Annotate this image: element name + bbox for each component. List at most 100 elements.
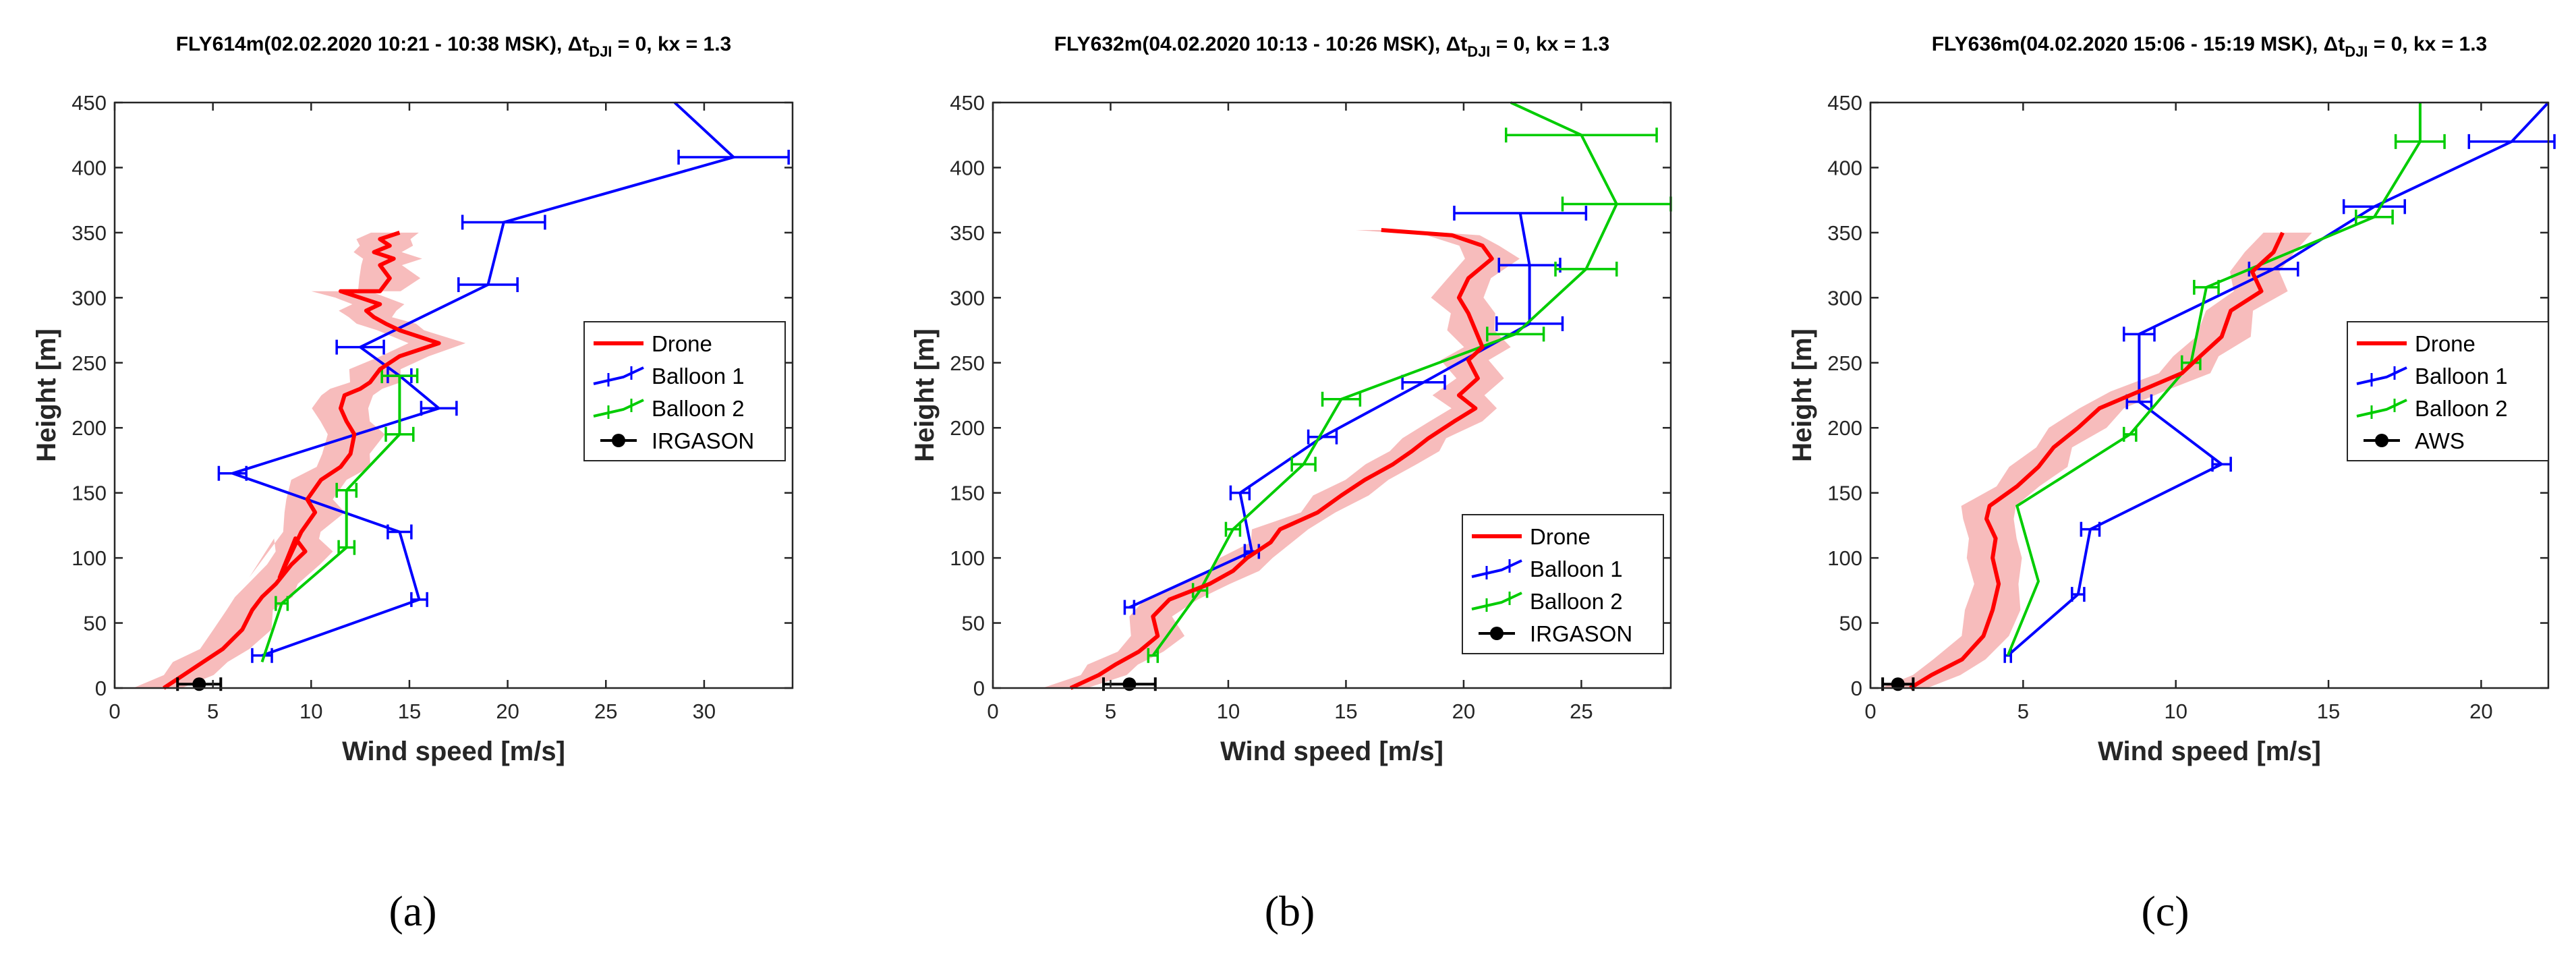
series-line-balloon2 (260, 376, 401, 663)
y-tick-label: 0 (1851, 677, 1862, 700)
y-tick-label: 450 (950, 91, 985, 115)
y-tick-label: 450 (1827, 91, 1862, 115)
legend-entry-balloon1: Balloon 1 (2356, 364, 2508, 389)
x-tick-label: 20 (2469, 700, 2492, 723)
legend-label-drone: Drone (1530, 524, 1591, 549)
chart-title-subscript: DJI (589, 43, 612, 60)
series-balloon1 (217, 101, 790, 663)
legend-label-ground: AWS (2415, 428, 2465, 453)
legend-entry-balloon1: Balloon 1 (1471, 557, 1623, 581)
drone-uncertainty-band (1881, 232, 2312, 688)
series-balloon1 (1123, 205, 1588, 615)
axes-box (992, 101, 1672, 689)
legend-swatch-balloon2 (1471, 592, 1522, 610)
y-axis-label: Height [m] (1787, 329, 1817, 462)
legend-swatch-balloon2 (593, 399, 644, 418)
chart-panel-1: FLY614m(02.02.2020 10:21 - 10:38 MSK), Δ… (32, 33, 794, 766)
x-tick-label: 15 (398, 700, 421, 723)
chart-title-symbol: Δt (1446, 33, 1468, 55)
x-tick-label: 10 (1217, 700, 1240, 723)
legend-swatch-balloon1 (2356, 366, 2407, 385)
legend: Drone Balloon 1 Balloon 2 IRGASON (1462, 514, 1664, 654)
y-tick-label: 350 (950, 221, 985, 245)
x-tick-label: 30 (693, 700, 716, 723)
panel-label-b: (b) (1265, 887, 1315, 935)
x-tick-label: 0 (109, 700, 120, 723)
x-tick-label: 5 (1105, 700, 1116, 723)
x-tick-label: 10 (299, 700, 322, 723)
x-axis-label: Wind speed [m/s] (342, 737, 565, 766)
chart-title-main: FLY632m(04.02.2020 10:13 - 10:26 MSK), (1054, 33, 1446, 55)
series-line-balloon2 (1151, 101, 1618, 656)
legend-entry-balloon2: Balloon 2 (1471, 589, 1623, 614)
legend-swatch-balloon1 (593, 366, 644, 385)
legend-label-balloon2: Balloon 2 (652, 396, 745, 421)
legend: Drone Balloon 1 Balloon 2 AWS (2347, 321, 2549, 461)
y-tick-label: 350 (71, 221, 107, 245)
legend-label-drone: Drone (2415, 331, 2475, 356)
legend-entry-drone: Drone (1472, 524, 1591, 549)
axes-box (113, 101, 794, 689)
chart-title-symbol: Δt (568, 33, 590, 55)
x-tick-label: 10 (2164, 700, 2187, 723)
y-tick-label: 100 (1827, 546, 1862, 570)
chart-panel-3: FLY636m(04.02.2020 15:06 - 15:19 MSK), Δ… (1787, 33, 2556, 766)
x-tick-label: 20 (496, 700, 519, 723)
legend-label-balloon1: Balloon 1 (2415, 364, 2508, 389)
chart-title: FLY636m(04.02.2020 15:06 - 15:19 MSK), Δ… (1932, 33, 2488, 60)
panel-label-a: (a) (389, 887, 436, 935)
legend-swatch-ground-point (2375, 434, 2388, 447)
y-tick-label: 250 (1827, 351, 1862, 375)
legend-swatch-balloon2 (2356, 399, 2407, 418)
chart-title-rest: = 0, kx = 1.3 (612, 33, 731, 55)
series-line-balloon1 (1128, 212, 1531, 609)
y-tick-label: 300 (950, 286, 985, 310)
legend-entry-balloon2: Balloon 2 (2356, 396, 2508, 421)
legend-entry-ground: IRGASON (600, 428, 754, 453)
y-tick-label: 100 (950, 546, 985, 570)
y-axis-label: Height [m] (32, 329, 61, 462)
y-tick-label: 350 (1827, 221, 1862, 245)
series-balloon1 (2003, 101, 2556, 663)
series-line-balloon1 (2007, 101, 2550, 657)
chart-title-rest: = 0, kx = 1.3 (1490, 33, 1609, 55)
chart-panels: FLY614m(02.02.2020 10:21 - 10:38 MSK), Δ… (32, 33, 2556, 766)
chart-title-rest: = 0, kx = 1.3 (2368, 33, 2487, 55)
legend-label-balloon2: Balloon 2 (1530, 589, 1623, 614)
legend-label-balloon1: Balloon 1 (652, 364, 745, 389)
series-balloon2 (260, 368, 419, 663)
y-tick-label: 50 (84, 612, 107, 635)
series-line-drone (163, 231, 441, 690)
legend-entry-balloon1: Balloon 1 (593, 364, 745, 389)
series-line-drone (1069, 228, 1494, 690)
y-tick-label: 200 (1827, 416, 1862, 440)
y-axis-label: Height [m] (910, 329, 940, 462)
x-tick-label: 15 (2317, 700, 2340, 723)
legend-entry-drone: Drone (2357, 331, 2475, 356)
y-tick-label: 50 (1839, 612, 1862, 635)
x-tick-label: 5 (2017, 700, 2029, 723)
y-tick-label: 400 (71, 156, 107, 179)
panel-label-c: (c) (2141, 887, 2189, 935)
y-tick-label: 200 (71, 416, 107, 440)
legend-label-ground: IRGASON (1530, 621, 1632, 646)
legend-swatch-balloon1 (1471, 559, 1522, 578)
series-line-drone (1909, 231, 2285, 690)
y-tick-label: 150 (1827, 482, 1862, 505)
x-tick-label: 25 (594, 700, 617, 723)
legend-swatch-ground-point (1490, 627, 1504, 640)
legend-label-drone: Drone (652, 331, 712, 356)
y-tick-label: 0 (95, 677, 107, 700)
chart-title: FLY632m(04.02.2020 10:13 - 10:26 MSK), Δ… (1054, 33, 1610, 60)
x-tick-label: 15 (1334, 700, 1357, 723)
legend-entry-balloon2: Balloon 2 (593, 396, 745, 421)
legend-label-balloon2: Balloon 2 (2415, 396, 2508, 421)
y-tick-label: 300 (1827, 286, 1862, 310)
chart-title: FLY614m(02.02.2020 10:21 - 10:38 MSK), Δ… (176, 33, 732, 60)
chart-title-subscript: DJI (1467, 43, 1490, 60)
chart-title-main: FLY636m(04.02.2020 15:06 - 15:19 MSK), (1932, 33, 2324, 55)
y-tick-label: 200 (950, 416, 985, 440)
y-tick-label: 300 (71, 286, 107, 310)
chart-title-subscript: DJI (2345, 43, 2368, 60)
y-tick-label: 400 (950, 156, 985, 179)
